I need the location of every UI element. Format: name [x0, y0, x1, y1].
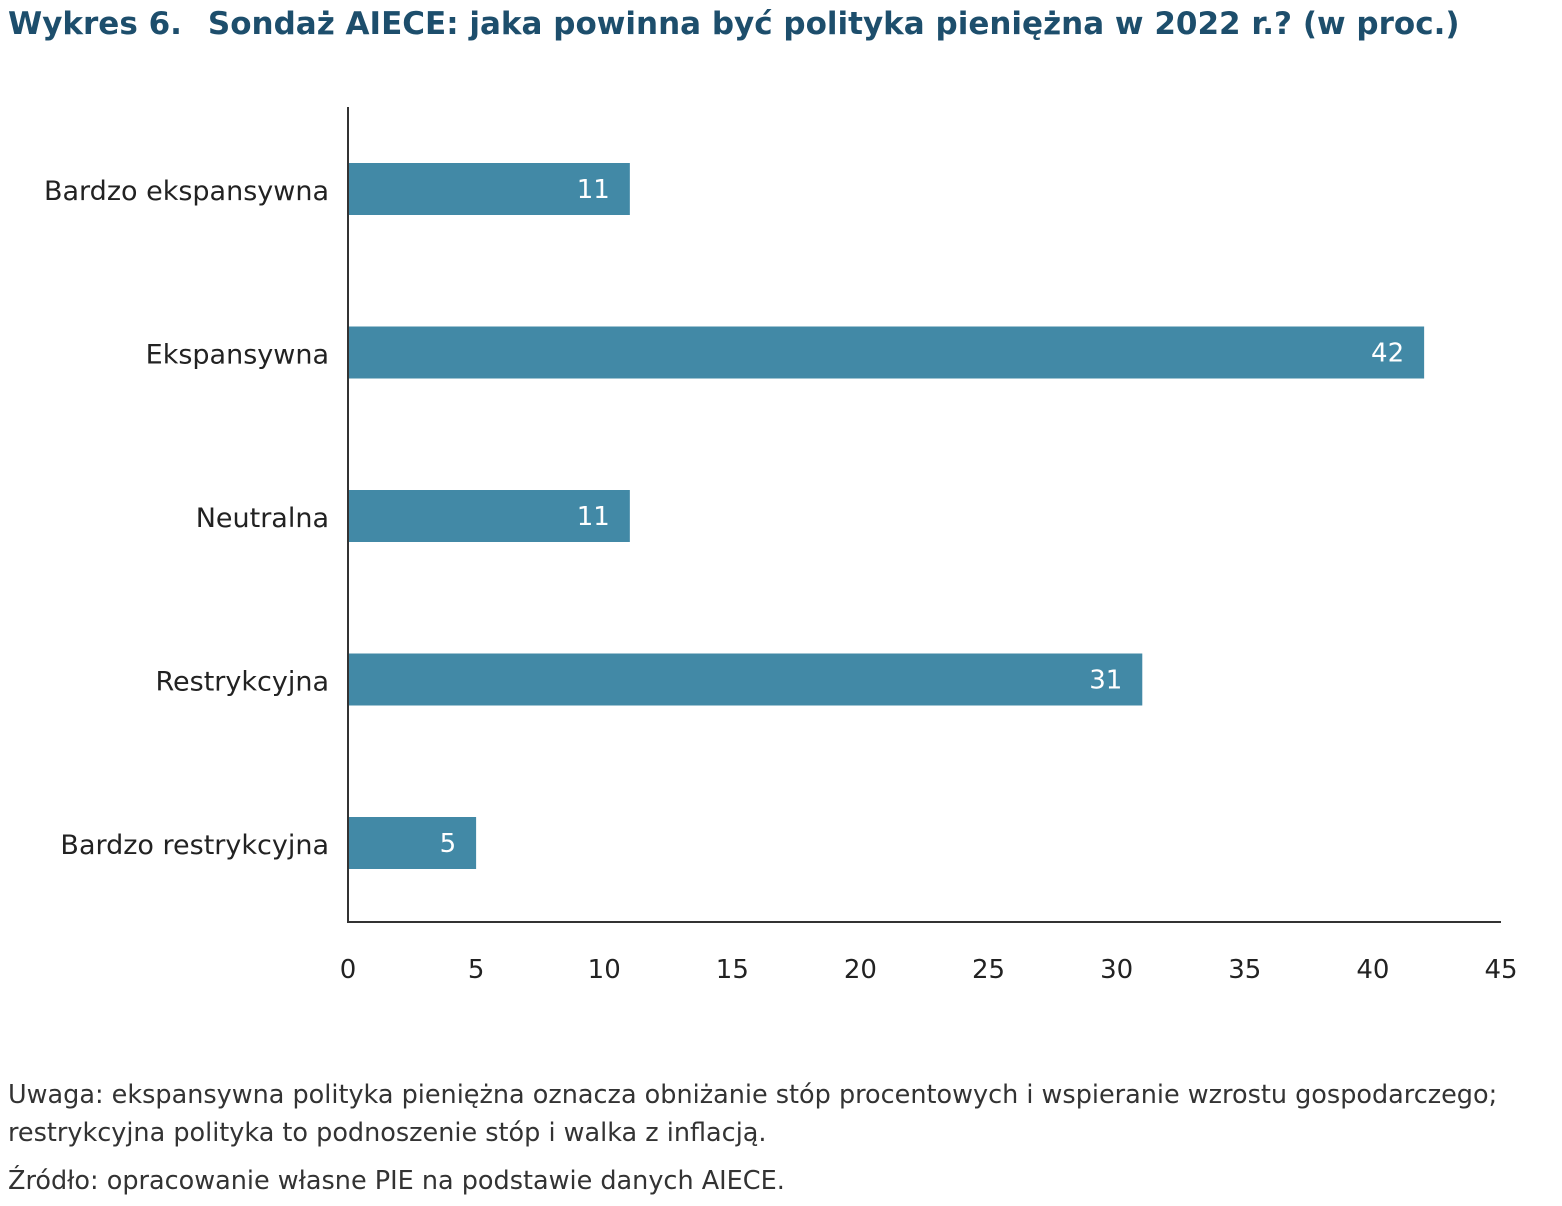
x-tick-label: 15 — [716, 955, 749, 985]
bar — [348, 817, 477, 869]
category-label: Bardzo ekspansywna — [44, 176, 329, 207]
x-tick-label: 30 — [1100, 955, 1133, 985]
bar — [348, 490, 630, 542]
x-tick-label: 35 — [1228, 955, 1261, 985]
bar-value-label: 31 — [1089, 666, 1122, 696]
bar-value-label: 11 — [577, 175, 610, 205]
category-label: Ekspansywna — [146, 340, 329, 371]
category-label: Neutralna — [196, 503, 329, 534]
category-label: Restrykcyjna — [155, 667, 329, 698]
bar-value-label: 11 — [577, 502, 610, 532]
x-tick-labels-group: 0 5 10 15 20 25 30 35 40 45 — [340, 955, 1518, 985]
category-label: Bardzo restrykcyjna — [60, 830, 329, 861]
chart-title: Wykres 6. Sondaż AIECE: jaka powinna być … — [8, 6, 1460, 42]
chart-number: Wykres 6. — [8, 6, 182, 42]
bar-value-label: 5 — [440, 829, 457, 859]
x-tick-label: 10 — [588, 955, 621, 985]
x-tick-label: 0 — [340, 955, 357, 985]
category-labels-group: Bardzo ekspansywna Ekspansywna Neutralna Re… — [44, 176, 329, 861]
source-note: Źródło: opracowanie własne PIE na podsta… — [8, 1166, 785, 1196]
bar-value-label: 42 — [1371, 339, 1404, 369]
x-tick-label: 5 — [468, 955, 485, 985]
x-tick-label: 20 — [844, 955, 877, 985]
x-tick-label: 45 — [1484, 955, 1517, 985]
bars-group: 11 42 11 31 5 — [348, 163, 1425, 869]
bar-chart: 11 42 11 31 5 Bardzo ekspansywna Ekspansywna N… — [44, 107, 1518, 985]
x-tick-label: 40 — [1356, 955, 1389, 985]
footnote: Uwaga: ekspansywna polityka pieniężna oz… — [8, 1080, 1498, 1148]
bar — [348, 653, 1143, 706]
bar — [348, 163, 630, 215]
bar — [348, 326, 1425, 379]
x-tick-label: 25 — [972, 955, 1005, 985]
chart-title-text: Sondaż AIECE: jaka powinna być polityka … — [207, 6, 1460, 42]
